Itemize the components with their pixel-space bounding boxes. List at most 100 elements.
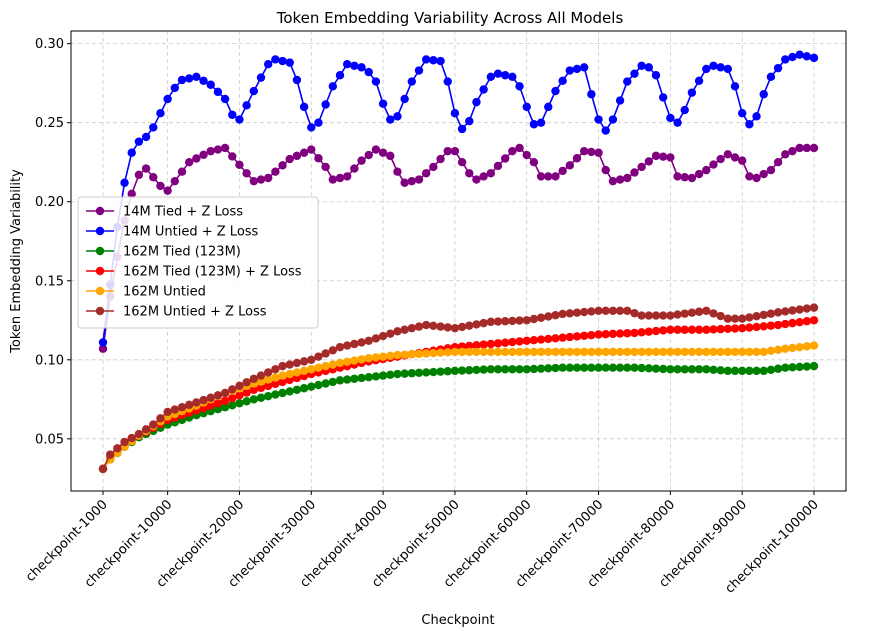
data-point <box>271 373 280 382</box>
data-point <box>759 90 768 99</box>
data-point <box>436 56 445 66</box>
data-point <box>170 176 180 186</box>
data-point <box>587 330 596 340</box>
data-point <box>134 170 144 180</box>
data-point <box>263 59 273 69</box>
data-point <box>429 162 438 172</box>
data-point <box>443 323 452 332</box>
data-point <box>479 318 488 328</box>
data-point <box>723 314 733 323</box>
data-point <box>716 311 725 321</box>
data-point <box>666 365 675 374</box>
data-point <box>759 322 768 331</box>
data-point <box>637 311 646 320</box>
data-point <box>285 369 294 379</box>
data-point <box>414 368 424 378</box>
data-point <box>522 336 531 346</box>
data-point <box>536 118 546 127</box>
data-point <box>723 366 733 376</box>
data-point <box>235 399 244 408</box>
data-point <box>242 378 251 387</box>
data-point <box>651 311 661 320</box>
data-point <box>658 311 668 320</box>
data-point <box>342 357 352 366</box>
data-point <box>572 64 582 74</box>
data-point <box>658 93 668 102</box>
data-point <box>730 153 740 162</box>
data-point <box>759 366 768 376</box>
data-point <box>709 309 718 318</box>
data-point <box>285 58 294 67</box>
data-point <box>594 115 603 124</box>
data-point <box>766 346 776 356</box>
data-point <box>342 59 352 69</box>
data-point <box>292 75 302 85</box>
data-point <box>472 347 481 357</box>
data-point <box>177 75 187 85</box>
data-point <box>371 334 381 343</box>
data-point <box>256 371 266 380</box>
data-point <box>687 325 697 334</box>
data-point <box>378 371 388 380</box>
data-point <box>149 420 158 429</box>
data-point <box>414 349 424 359</box>
data-point <box>666 153 675 162</box>
data-point <box>256 393 266 402</box>
data-point <box>486 365 496 374</box>
data-point <box>249 374 259 383</box>
data-point <box>673 347 682 357</box>
data-point <box>673 172 682 181</box>
data-point <box>508 347 517 357</box>
data-point <box>694 169 704 179</box>
data-point <box>551 347 560 357</box>
data-point <box>551 172 560 181</box>
data-point <box>386 115 395 124</box>
data-point <box>206 80 215 89</box>
data-point <box>228 401 237 410</box>
data-point <box>623 329 632 338</box>
data-point <box>522 102 531 112</box>
data-point <box>694 76 704 85</box>
data-point <box>544 312 553 321</box>
data-point <box>666 325 675 334</box>
data-point <box>766 309 776 318</box>
data-point <box>192 398 201 407</box>
data-point <box>623 363 632 372</box>
legend-label: 14M Untied + Z Loss <box>123 225 259 240</box>
legend-marker <box>95 286 105 296</box>
data-point <box>594 148 603 157</box>
data-point <box>321 349 330 358</box>
data-point <box>170 405 180 414</box>
data-point <box>544 102 553 112</box>
data-point <box>745 323 754 332</box>
data-point <box>421 349 431 358</box>
data-point <box>493 69 503 78</box>
data-point <box>127 433 136 443</box>
data-point <box>551 86 560 96</box>
data-point <box>443 348 452 357</box>
data-point <box>536 364 546 373</box>
data-point <box>400 94 409 104</box>
data-point <box>321 361 330 371</box>
chart-title: Token Embedding Variability Across All M… <box>276 9 624 27</box>
data-point <box>551 311 560 320</box>
data-point <box>587 363 596 372</box>
data-point <box>285 387 294 396</box>
data-point <box>716 324 725 334</box>
data-point <box>98 338 108 347</box>
data-point <box>371 145 381 154</box>
data-point <box>228 110 237 119</box>
data-point <box>544 364 553 373</box>
plot-frame <box>70 30 847 492</box>
data-point <box>781 150 790 159</box>
data-point <box>723 150 733 159</box>
data-point <box>378 331 388 341</box>
data-point <box>479 365 488 374</box>
data-point <box>386 351 395 361</box>
data-point <box>342 375 352 384</box>
data-point <box>314 363 323 372</box>
data-point <box>795 342 804 352</box>
data-point <box>472 341 481 350</box>
data-point <box>307 123 316 132</box>
data-point <box>192 72 201 82</box>
